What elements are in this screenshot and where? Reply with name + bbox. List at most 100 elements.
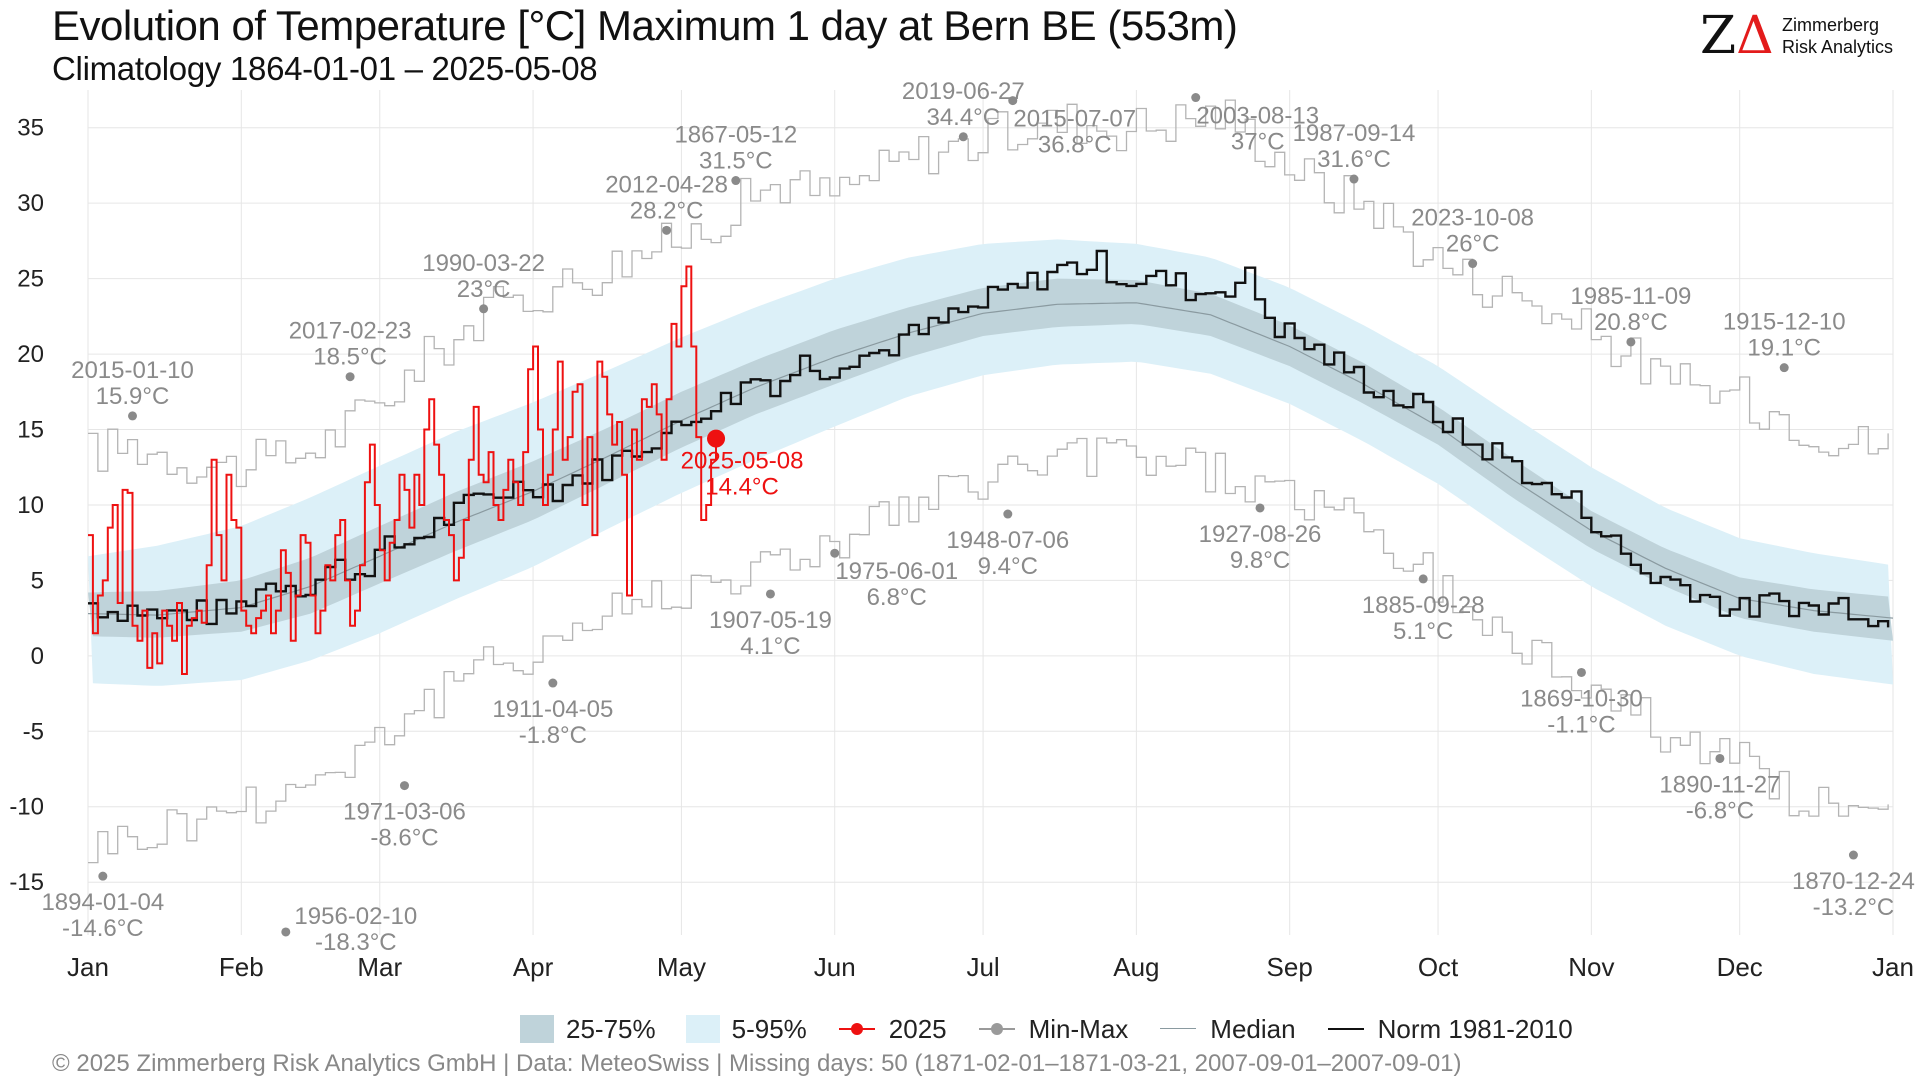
- y-tick-label: 10: [17, 492, 44, 519]
- record-value-label: 20.8°C: [1594, 309, 1668, 336]
- record-value-label: 34.4°C: [926, 104, 1000, 131]
- record-date-label: 1927-08-26: [1199, 521, 1322, 548]
- record-date-label: 2019-06-27: [902, 78, 1025, 105]
- record-date-label: 1885-09-28: [1362, 592, 1485, 619]
- legend-swatch-2025: [837, 1015, 877, 1043]
- legend-label: Median: [1210, 1013, 1296, 1044]
- logo-mark: ZΔ: [1700, 6, 1774, 66]
- record-value-label: 18.5°C: [313, 344, 387, 371]
- percentile-bands: [88, 239, 1893, 686]
- record-marker: [1418, 574, 1428, 584]
- legend-item-5-95: 5-95%: [685, 1013, 807, 1045]
- x-tick-label: Mar: [357, 952, 402, 982]
- legend-label: 25-75%: [566, 1013, 656, 1044]
- record-date-label: 2015-07-07: [1013, 106, 1136, 133]
- legend-item-norm: Norm 1981-2010: [1326, 1014, 1573, 1045]
- x-tick-label: Aug: [1113, 952, 1159, 982]
- record-marker: [1779, 363, 1789, 373]
- record-date-label: 1971-03-06: [343, 799, 466, 826]
- record-value-label: 4.1°C: [740, 633, 800, 660]
- legend-item-2025: 2025: [837, 1014, 947, 1045]
- legend-swatch-median: [1158, 1015, 1198, 1043]
- current-point-date: 2025-05-08: [681, 448, 804, 475]
- band-25-75: [88, 278, 1893, 641]
- record-marker: [1626, 337, 1636, 347]
- y-tick-label: 15: [17, 417, 44, 444]
- record-value-label: 31.5°C: [699, 148, 773, 175]
- record-value-label: 9.4°C: [978, 553, 1038, 580]
- record-date-label: 1915-12-10: [1723, 309, 1846, 336]
- record-date-label: 2023-10-08: [1411, 205, 1534, 232]
- record-marker: [1848, 850, 1858, 860]
- axis-labels: -15 -10 -5 0 5 10 15 20 25 30 35 Jan Feb Mar Apr May Jun…: [9, 115, 1914, 982]
- chart-legend: 25-75% 5-95% 2025 Min-Max Median Norm 19…: [520, 1012, 1603, 1046]
- record-marker: [281, 927, 291, 937]
- page-subtitle: Climatology 1864-01-01 – 2025-05-08: [52, 50, 598, 87]
- record-value-label: -14.6°C: [62, 915, 144, 942]
- record-date-label: 1894-01-04: [41, 889, 164, 916]
- x-tick-label: Apr: [513, 952, 554, 982]
- record-date-label: 1890-11-27: [1659, 771, 1780, 798]
- x-tick-label: Jun: [814, 952, 856, 982]
- record-date-label: 1948-07-06: [946, 527, 1069, 554]
- legend-label: Norm 1981-2010: [1377, 1013, 1573, 1044]
- y-tick-label: -5: [23, 718, 44, 745]
- record-marker: [479, 304, 489, 314]
- x-tick-label: Sep: [1267, 952, 1313, 982]
- record-value-label: 23°C: [457, 276, 511, 303]
- record-value-label: 37°C: [1231, 129, 1285, 156]
- record-marker: [662, 225, 672, 235]
- y-tick-label: 35: [17, 115, 44, 142]
- legend-item-min-max: Min-Max: [977, 1013, 1129, 1045]
- record-value-label: 36.8°C: [1038, 132, 1112, 159]
- footer-credits: © 2025 Zimmerberg Risk Analytics GmbH | …: [52, 1050, 1462, 1077]
- y-tick-label: 30: [17, 190, 44, 217]
- record-marker: [1191, 93, 1201, 103]
- min-max-lines: [88, 99, 1889, 864]
- record-marker: [548, 678, 558, 688]
- x-tick-label: Oct: [1418, 952, 1459, 982]
- legend-label: Min-Max: [1028, 1013, 1129, 1044]
- record-date-label: 1956-02-10: [294, 903, 417, 930]
- legend-swatch-5-95: [685, 1015, 720, 1043]
- record-marker: [1255, 503, 1265, 513]
- record-value-label: -1.8°C: [519, 722, 587, 749]
- record-marker: [399, 781, 409, 791]
- x-tick-label: May: [657, 952, 706, 982]
- record-value-label: -13.2°C: [1813, 894, 1895, 921]
- legend-swatch-25-75: [520, 1015, 554, 1043]
- record-value-label: 5.1°C: [1393, 618, 1453, 645]
- record-date-label: 1867-05-12: [674, 122, 797, 149]
- record-min-line: [88, 437, 1889, 864]
- record-date-label: 1911-04-05: [492, 696, 613, 723]
- x-tick-label: Jan: [1872, 952, 1914, 982]
- record-max-line: [88, 99, 1889, 488]
- record-date-label: 1990-03-22: [422, 250, 545, 277]
- y-tick-label: 20: [17, 341, 44, 368]
- logo-line-2: Risk Analytics: [1782, 37, 1894, 57]
- x-tick-label: Jul: [966, 952, 999, 982]
- record-date-label: 1869-10-30: [1520, 685, 1643, 712]
- y-tick-label: -15: [9, 869, 44, 896]
- record-value-label: 9.8°C: [1230, 547, 1290, 574]
- record-marker: [1576, 667, 1586, 677]
- current-point-value: 14.4°C: [705, 474, 779, 501]
- legend-item-25-75: 25-75%: [520, 1014, 656, 1045]
- record-marker: [1349, 174, 1359, 184]
- logo-text: Zimmerberg Risk Analytics: [1782, 14, 1893, 58]
- record-value-label: -1.1°C: [1547, 711, 1615, 738]
- legend-label: 5-95%: [731, 1013, 807, 1044]
- record-marker: [1008, 96, 1018, 106]
- record-value-label: -6.8°C: [1686, 797, 1754, 824]
- current-point-marker: [707, 429, 726, 448]
- record-date-label: 1870-12-24: [1792, 868, 1915, 895]
- record-marker: [958, 132, 968, 142]
- record-value-label: -18.3°C: [315, 929, 397, 956]
- record-date-label: 2012-04-28: [605, 171, 728, 198]
- y-tick-label: 25: [17, 266, 44, 293]
- legend-label: 2025: [888, 1013, 947, 1044]
- record-value-label: 31.6°C: [1317, 146, 1391, 173]
- current-year-path: [88, 265, 717, 675]
